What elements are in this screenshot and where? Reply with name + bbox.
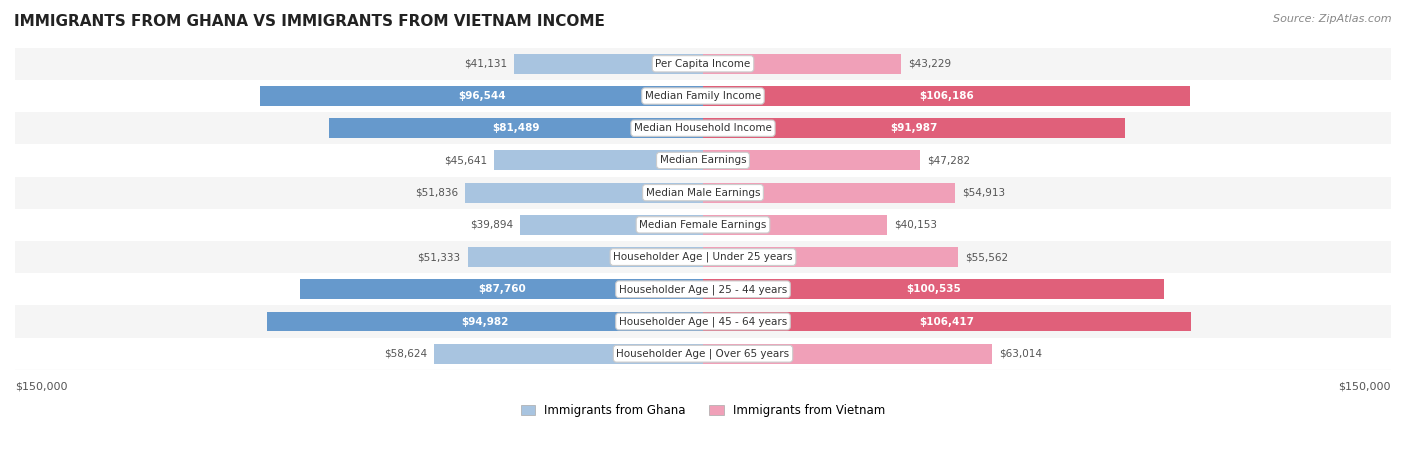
FancyBboxPatch shape xyxy=(515,54,703,74)
Text: $106,186: $106,186 xyxy=(920,91,974,101)
FancyBboxPatch shape xyxy=(329,118,703,138)
Text: $94,982: $94,982 xyxy=(461,317,509,326)
FancyBboxPatch shape xyxy=(520,215,703,235)
FancyBboxPatch shape xyxy=(494,150,703,170)
Text: Median Earnings: Median Earnings xyxy=(659,156,747,165)
FancyBboxPatch shape xyxy=(703,311,1191,332)
Text: $100,535: $100,535 xyxy=(907,284,960,294)
Text: $81,489: $81,489 xyxy=(492,123,540,133)
FancyBboxPatch shape xyxy=(703,54,901,74)
FancyBboxPatch shape xyxy=(15,48,1391,80)
FancyBboxPatch shape xyxy=(703,150,920,170)
FancyBboxPatch shape xyxy=(15,80,1391,112)
Text: Householder Age | Over 65 years: Householder Age | Over 65 years xyxy=(616,348,790,359)
FancyBboxPatch shape xyxy=(15,112,1391,144)
FancyBboxPatch shape xyxy=(703,247,957,267)
Text: Median Male Earnings: Median Male Earnings xyxy=(645,188,761,198)
FancyBboxPatch shape xyxy=(468,247,703,267)
FancyBboxPatch shape xyxy=(15,144,1391,177)
FancyBboxPatch shape xyxy=(465,183,703,203)
FancyBboxPatch shape xyxy=(267,311,703,332)
Text: $63,014: $63,014 xyxy=(998,349,1042,359)
FancyBboxPatch shape xyxy=(15,305,1391,338)
Text: Householder Age | 45 - 64 years: Householder Age | 45 - 64 years xyxy=(619,316,787,327)
FancyBboxPatch shape xyxy=(301,279,703,299)
Text: Householder Age | 25 - 44 years: Householder Age | 25 - 44 years xyxy=(619,284,787,295)
Text: $150,000: $150,000 xyxy=(15,381,67,391)
Text: $41,131: $41,131 xyxy=(464,59,508,69)
FancyBboxPatch shape xyxy=(703,183,955,203)
Text: $54,913: $54,913 xyxy=(962,188,1005,198)
Text: Median Family Income: Median Family Income xyxy=(645,91,761,101)
FancyBboxPatch shape xyxy=(260,86,703,106)
Text: $55,562: $55,562 xyxy=(965,252,1008,262)
FancyBboxPatch shape xyxy=(15,273,1391,305)
Text: Median Female Earnings: Median Female Earnings xyxy=(640,220,766,230)
Text: $43,229: $43,229 xyxy=(908,59,952,69)
Legend: Immigrants from Ghana, Immigrants from Vietnam: Immigrants from Ghana, Immigrants from V… xyxy=(516,399,890,422)
FancyBboxPatch shape xyxy=(15,177,1391,209)
Text: Median Household Income: Median Household Income xyxy=(634,123,772,133)
Text: $45,641: $45,641 xyxy=(444,156,486,165)
Text: $47,282: $47,282 xyxy=(927,156,970,165)
Text: $96,544: $96,544 xyxy=(458,91,505,101)
FancyBboxPatch shape xyxy=(703,215,887,235)
FancyBboxPatch shape xyxy=(434,344,703,364)
Text: Source: ZipAtlas.com: Source: ZipAtlas.com xyxy=(1274,14,1392,24)
Text: $106,417: $106,417 xyxy=(920,317,974,326)
Text: $87,760: $87,760 xyxy=(478,284,526,294)
Text: $40,153: $40,153 xyxy=(894,220,936,230)
Text: IMMIGRANTS FROM GHANA VS IMMIGRANTS FROM VIETNAM INCOME: IMMIGRANTS FROM GHANA VS IMMIGRANTS FROM… xyxy=(14,14,605,29)
Text: $51,333: $51,333 xyxy=(418,252,461,262)
Text: Per Capita Income: Per Capita Income xyxy=(655,59,751,69)
FancyBboxPatch shape xyxy=(703,279,1164,299)
Text: $91,987: $91,987 xyxy=(890,123,938,133)
Text: $150,000: $150,000 xyxy=(1339,381,1391,391)
Text: Householder Age | Under 25 years: Householder Age | Under 25 years xyxy=(613,252,793,262)
Text: $51,836: $51,836 xyxy=(415,188,458,198)
FancyBboxPatch shape xyxy=(15,338,1391,370)
FancyBboxPatch shape xyxy=(703,86,1189,106)
FancyBboxPatch shape xyxy=(703,344,993,364)
Text: $39,894: $39,894 xyxy=(470,220,513,230)
FancyBboxPatch shape xyxy=(15,241,1391,273)
Text: $58,624: $58,624 xyxy=(384,349,427,359)
FancyBboxPatch shape xyxy=(15,209,1391,241)
FancyBboxPatch shape xyxy=(703,118,1125,138)
